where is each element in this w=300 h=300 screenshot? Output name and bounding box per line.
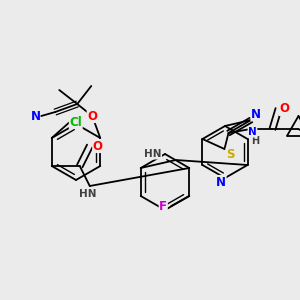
Text: O: O: [280, 103, 290, 116]
Text: HN: HN: [79, 189, 97, 199]
Text: F: F: [159, 200, 167, 212]
Text: H: H: [251, 136, 260, 146]
Text: Cl: Cl: [69, 116, 82, 128]
Text: N: N: [216, 176, 226, 188]
Text: N: N: [248, 127, 257, 137]
Text: N: N: [31, 110, 41, 122]
Text: O: O: [93, 140, 103, 152]
Text: S: S: [226, 148, 235, 161]
Text: O: O: [87, 110, 97, 122]
Text: N: N: [251, 107, 261, 121]
Text: HN: HN: [144, 149, 161, 159]
